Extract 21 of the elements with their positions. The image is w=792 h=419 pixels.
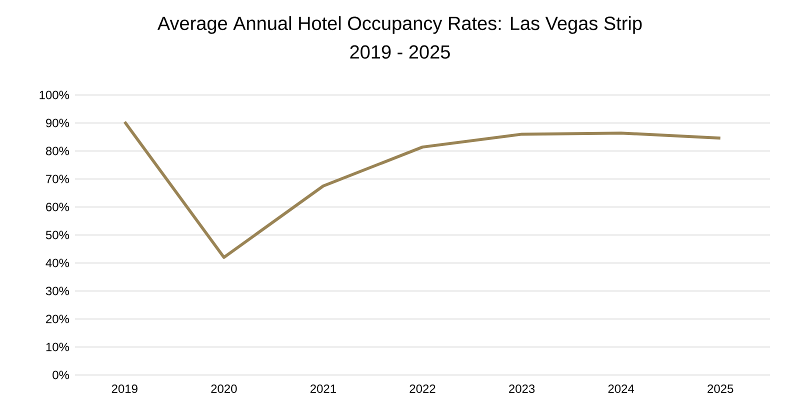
y-tick-label: 20% [46, 314, 70, 324]
y-tick-label: 10% [46, 342, 70, 352]
x-tick-label: 2024 [608, 384, 634, 394]
x-tick-label: 2023 [509, 384, 535, 394]
x-tick-label: 2025 [708, 384, 734, 394]
chart-subtitle: 2019 - 2025 [350, 45, 450, 59]
y-tick-label: 90% [46, 118, 70, 128]
chart-title: Average Annual Hotel Occupancy Rates: Las Vegas Strip [157, 16, 642, 34]
y-tick-label: 100% [40, 90, 70, 100]
y-tick-label: 30% [46, 286, 70, 296]
x-tick-label: 2021 [310, 384, 336, 394]
line-series [123, 120, 722, 259]
y-tick-label: 50% [46, 230, 70, 240]
x-tick-label: 2019 [112, 384, 138, 394]
y-tick-label: 70% [46, 174, 70, 184]
y-tick-label: 40% [46, 258, 70, 268]
y-tick-label: 80% [46, 146, 70, 156]
y-tick-label: 60% [46, 202, 70, 212]
x-tick-label: 2022 [410, 384, 436, 394]
y-tick-label: 0% [52, 370, 70, 380]
x-tick-label: 2020 [211, 384, 237, 394]
